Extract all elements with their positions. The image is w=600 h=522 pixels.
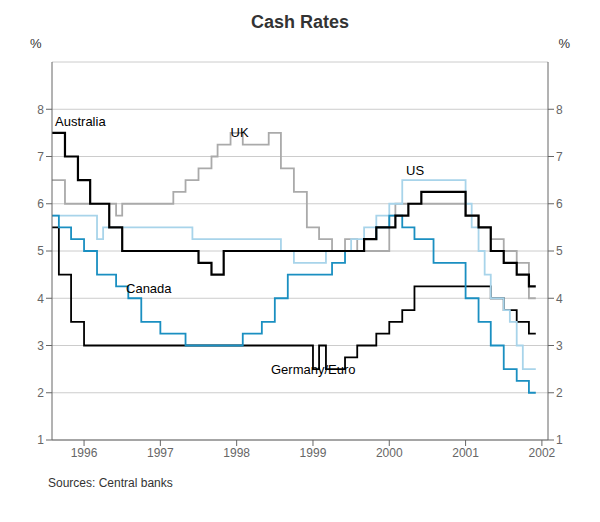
- svg-text:1: 1: [37, 433, 44, 447]
- svg-text:1: 1: [556, 433, 563, 447]
- svg-text:2: 2: [556, 386, 563, 400]
- svg-text:3: 3: [556, 339, 563, 353]
- svg-text:Australia: Australia: [55, 114, 106, 129]
- svg-text:3: 3: [37, 339, 44, 353]
- svg-text:2: 2: [37, 386, 44, 400]
- svg-text:4: 4: [37, 292, 44, 306]
- svg-text:Canada: Canada: [126, 281, 172, 296]
- svg-text:5: 5: [556, 244, 563, 258]
- svg-text:6: 6: [556, 197, 563, 211]
- svg-text:8: 8: [37, 103, 44, 117]
- svg-text:6: 6: [37, 197, 44, 211]
- html-text:Sources: Central banks: Sources: Central banks: [48, 476, 173, 490]
- svg-text:Germany/Euro: Germany/Euro: [271, 362, 356, 377]
- svg-text:7: 7: [556, 150, 563, 164]
- svg-text:8: 8: [556, 103, 563, 117]
- svg-text:5: 5: [37, 244, 44, 258]
- svg-text:1996: 1996: [71, 446, 98, 460]
- svg-text:2000: 2000: [376, 446, 403, 460]
- svg-text:US: US: [406, 163, 424, 178]
- svg-text:2002: 2002: [529, 446, 556, 460]
- svg-text:1998: 1998: [223, 446, 250, 460]
- svg-text:4: 4: [556, 292, 563, 306]
- html-text:Cash Rates: Cash Rates: [251, 12, 349, 32]
- svg-text:1999: 1999: [300, 446, 327, 460]
- svg-text:1997: 1997: [147, 446, 174, 460]
- svg-text:7: 7: [37, 150, 44, 164]
- svg-text:2001: 2001: [452, 446, 479, 460]
- svg-text:UK: UK: [231, 125, 249, 140]
